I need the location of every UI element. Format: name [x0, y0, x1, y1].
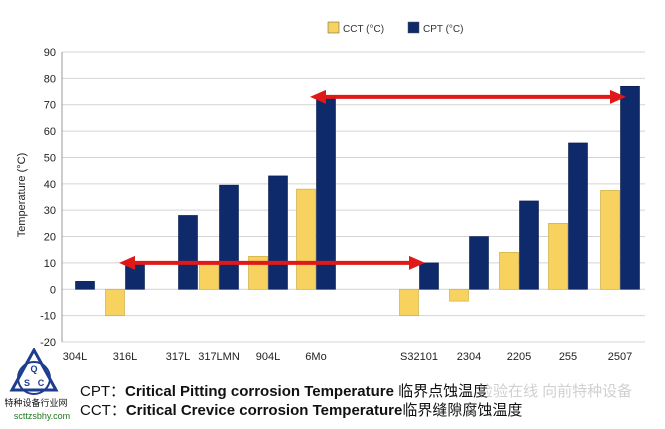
bars [75, 85, 640, 316]
double-arrow [119, 255, 425, 270]
x-tick-label: 304L [63, 351, 87, 363]
caption-cpt: CPT：Critical Pitting corrosion Temperatu… [80, 380, 488, 401]
x-tick-label: 2507 [608, 351, 632, 363]
cct-bar-316l [105, 288, 125, 316]
double-arrow [310, 89, 626, 104]
x-tick-label: 6Mo [305, 351, 326, 363]
cpt-bar-255 [568, 142, 588, 290]
cpt-bar-304l [75, 281, 95, 290]
cct-bar-2205 [499, 252, 519, 290]
axes: -20 -10 0 10 20 30 40 50 60 70 80 90 304L 316L 317L 317… [40, 47, 632, 363]
legend-entry: CCT (°C) [343, 24, 384, 35]
legend-entry: CPT (°C) [423, 24, 463, 35]
x-tick-label: 904L [256, 351, 280, 363]
cpt-bar-s32101 [419, 262, 439, 290]
caption-cpt-suffix: 临界点蚀温度 [393, 383, 489, 400]
y-tick-label: -10 [40, 311, 56, 323]
caption-cct-suffix: 临界缝隙腐蚀温度 [402, 402, 523, 419]
arrow-head-left [119, 255, 135, 270]
y-tick-label: 60 [44, 126, 56, 138]
caption-cpt-prefix: CPT： [80, 383, 126, 400]
y-tick-label: -20 [40, 337, 56, 349]
cpt-bar-317lmn [219, 184, 239, 290]
y-axis-label: Temperature (°C) [16, 153, 28, 237]
x-tick-label: 317L [166, 351, 190, 363]
logo-mark: Q S C 特种设备行业网 scttzsbhy.com [4, 346, 70, 421]
cct-bar-2304 [449, 288, 469, 302]
x-tick-label: 2205 [507, 351, 531, 363]
cpt-bar-904l [268, 175, 288, 290]
y-tick-label: 90 [44, 47, 56, 59]
y-tick-label: 10 [44, 258, 56, 270]
cct-bar-s32101 [399, 288, 419, 316]
bar-chart: -20 -10 0 10 20 30 40 50 60 70 80 90 304L 316L 317L 317… [16, 21, 645, 363]
caption-cct: CCT：Critical Crevice corrosion Temperatu… [80, 399, 522, 420]
svg-text:S: S [24, 378, 30, 388]
caption-cct-bold: Critical Crevice corrosion Temperature [125, 402, 403, 419]
y-tick-label: 0 [50, 284, 56, 296]
grid-lines [62, 51, 645, 343]
caption-cct-prefix: CCT： [80, 402, 126, 419]
logo-url: scttzsbhy.com [14, 411, 70, 421]
site-logo: Q S C 特种设备行业网 scttzsbhy.com [4, 346, 80, 424]
y-tick-label: 30 [44, 205, 56, 217]
y-tick-label: 20 [44, 232, 56, 244]
legend-swatch [407, 21, 420, 34]
x-tick-label: 255 [559, 351, 577, 363]
cct-bar-6mo [296, 188, 316, 290]
legend: CCT (°C) CPT (°C) [327, 21, 463, 35]
x-tick-label: 317LMN [198, 351, 240, 363]
cct-bar-255 [548, 223, 568, 290]
cpt-bar-2507 [620, 85, 640, 290]
arrow-head-right [409, 255, 425, 270]
y-tick-label: 50 [44, 152, 56, 164]
x-tick-label: S32101 [400, 351, 438, 363]
y-tick-label: 70 [44, 100, 56, 112]
cct-bar-2507 [600, 190, 620, 290]
cpt-bar-6mo [316, 96, 336, 290]
cct-bar-317lmn [199, 262, 219, 290]
watermark: 检验在线 向前特种设备 [478, 383, 633, 400]
cpt-bar-2205 [519, 200, 539, 290]
caption-cpt-bold: Critical Pitting corrosion Temperature [125, 383, 394, 400]
cpt-bar-2304 [469, 236, 489, 290]
legend-swatch [327, 21, 340, 34]
cpt-bar-317l [178, 215, 198, 290]
svg-text:Q: Q [30, 364, 37, 374]
logo-text: 特种设备行业网 [4, 397, 67, 408]
y-tick-label: 40 [44, 179, 56, 191]
y-tick-label: 80 [44, 73, 56, 85]
arrow-head-right [610, 89, 626, 104]
svg-text:C: C [38, 378, 45, 388]
x-tick-label: 2304 [457, 351, 481, 363]
x-tick-label: 316L [113, 351, 137, 363]
annotation-arrows [119, 89, 626, 270]
arrow-head-left [310, 89, 326, 104]
